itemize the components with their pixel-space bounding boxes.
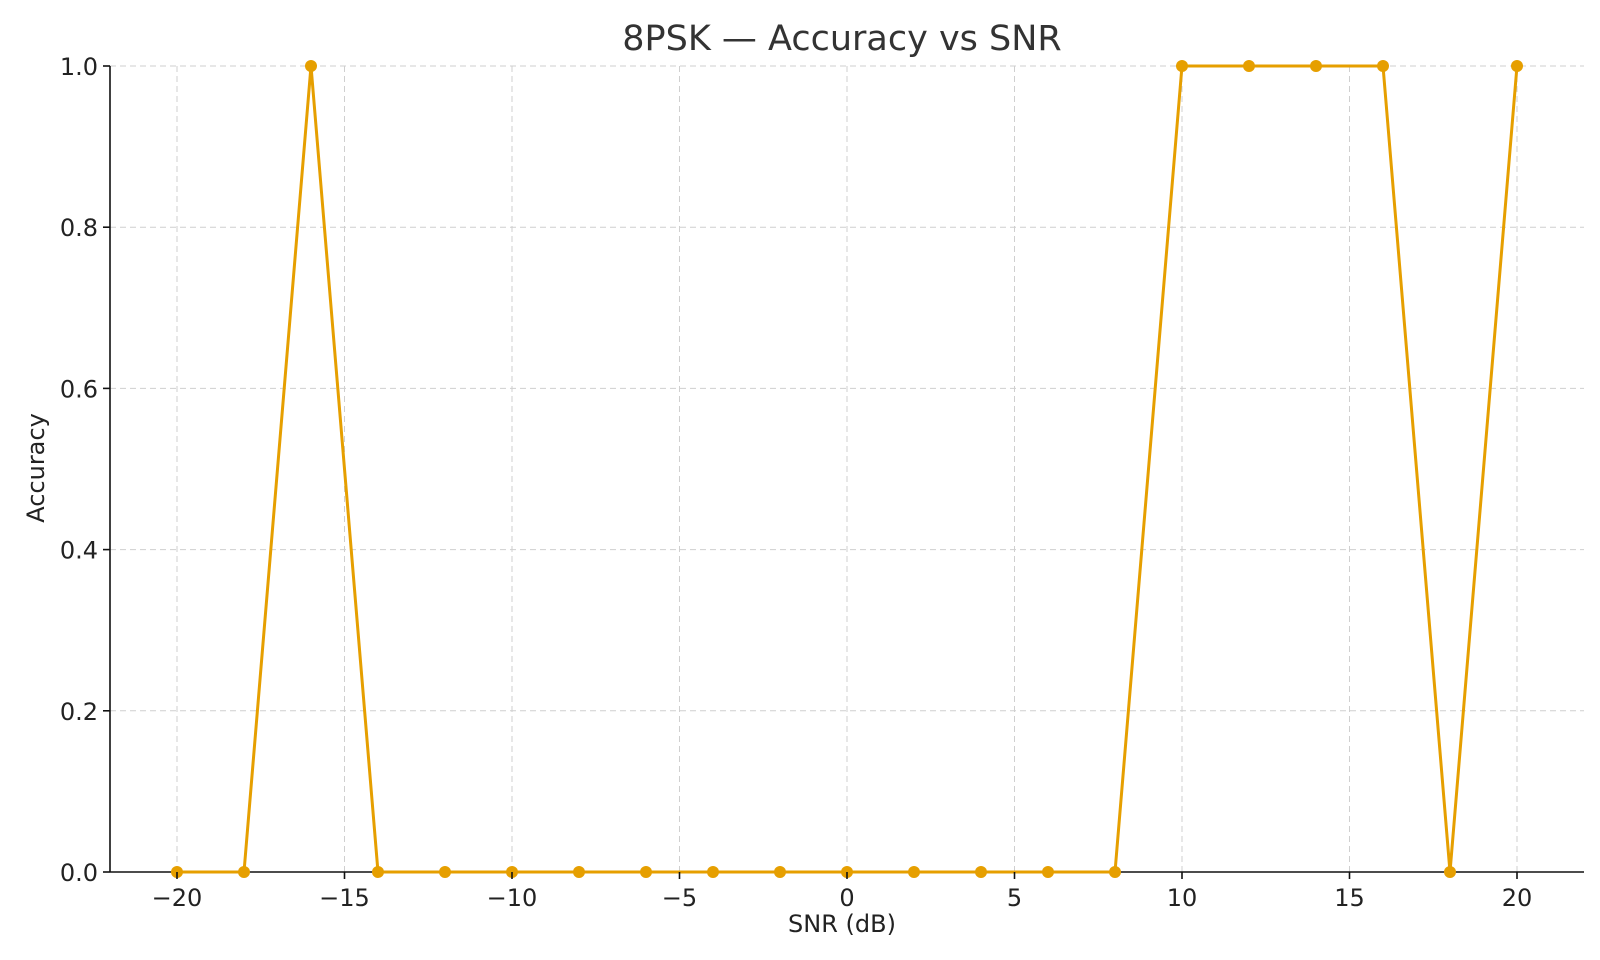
data-point-marker: [1109, 866, 1121, 878]
x-tick-label: 10: [1167, 884, 1198, 912]
y-tick-label: 0.4: [60, 537, 98, 565]
data-point-marker: [774, 866, 786, 878]
y-tick-label: 0.2: [60, 698, 98, 726]
data-point-marker: [573, 866, 585, 878]
x-tick-label: −20: [152, 884, 203, 912]
x-axis-label: SNR (dB): [788, 910, 896, 938]
x-tick-label: −10: [487, 884, 538, 912]
data-point-marker: [1176, 60, 1188, 72]
x-tick-label: 0: [839, 884, 854, 912]
x-tick-label: 20: [1502, 884, 1533, 912]
data-point-marker: [1377, 60, 1389, 72]
data-point-marker: [1243, 60, 1255, 72]
data-point-marker: [372, 866, 384, 878]
y-axis-label: Accuracy: [22, 413, 50, 523]
y-tick-label: 0.0: [60, 859, 98, 887]
chart-title: 8PSK — Accuracy vs SNR: [622, 19, 1062, 59]
data-point-marker: [1310, 60, 1322, 72]
data-point-marker: [707, 866, 719, 878]
x-tick-label: 5: [1007, 884, 1022, 912]
data-point-marker: [975, 866, 987, 878]
data-point-marker: [640, 866, 652, 878]
y-tick-label: 0.8: [60, 214, 98, 242]
data-point-marker: [238, 866, 250, 878]
x-tick-label: 15: [1334, 884, 1365, 912]
data-point-marker: [1511, 60, 1523, 72]
data-point-marker: [305, 60, 317, 72]
x-tick-label: −15: [319, 884, 370, 912]
data-point-marker: [1042, 866, 1054, 878]
y-tick-label: 0.6: [60, 375, 98, 403]
data-point-marker: [439, 866, 451, 878]
x-tick-label: −5: [662, 884, 697, 912]
data-point-marker: [1444, 866, 1456, 878]
y-tick-label: 1.0: [60, 53, 98, 81]
data-point-marker: [908, 866, 920, 878]
